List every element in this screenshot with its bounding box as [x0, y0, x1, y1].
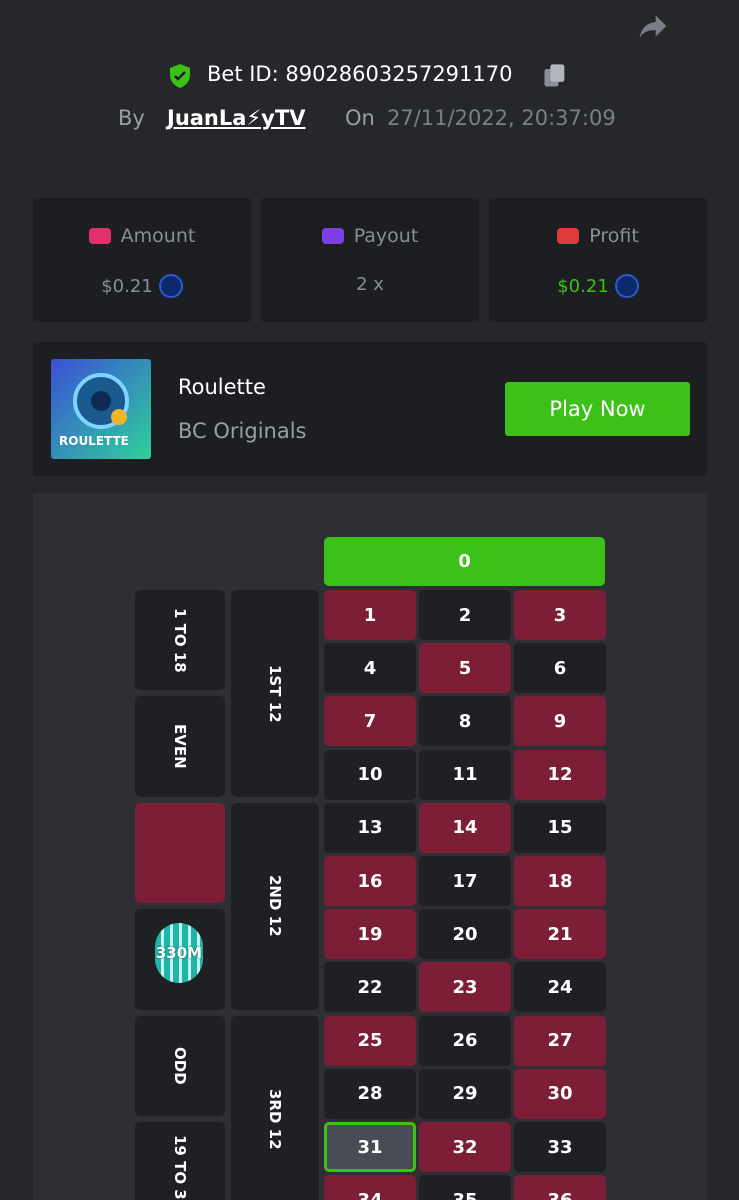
stat-label: Profit: [589, 225, 639, 247]
outside-cell[interactable]: EVEN: [135, 696, 225, 797]
game-name: Roulette: [178, 375, 266, 399]
play-button[interactable]: Play Now: [505, 382, 690, 436]
outside-cell[interactable]: 1 TO 18: [135, 590, 225, 691]
game-card: ROULETTE Roulette BC Originals Play Now: [33, 342, 707, 476]
number-cell[interactable]: 20: [419, 909, 511, 960]
number-cell[interactable]: 26: [419, 1015, 511, 1066]
number-cell[interactable]: 25: [324, 1015, 416, 1066]
stat-icon: [557, 228, 580, 244]
number-cell[interactable]: 28: [324, 1068, 416, 1119]
number-cell[interactable]: 11: [419, 749, 511, 800]
number-cell[interactable]: 10: [324, 749, 416, 800]
number-cell[interactable]: 22: [324, 962, 416, 1013]
bet-id: Bet ID: 89028603257291170: [207, 62, 513, 86]
number-cell[interactable]: 4: [324, 643, 416, 694]
stat-card: Profit $0.21: [489, 198, 707, 322]
stat-value-row: $0.21: [33, 274, 251, 298]
user-link[interactable]: JuanLa⚡yTV: [167, 106, 306, 130]
number-cell[interactable]: 21: [514, 909, 606, 960]
outside-cell[interactable]: [135, 802, 225, 904]
number-cell[interactable]: 33: [514, 1122, 606, 1172]
stat-label: Amount: [120, 225, 196, 247]
number-cell[interactable]: 36: [514, 1175, 606, 1200]
stat-icon: [88, 228, 111, 244]
stat-header: Payout: [261, 225, 479, 247]
stat-value: 2 x: [356, 274, 384, 295]
number-cell[interactable]: 13: [324, 802, 416, 853]
number-cell[interactable]: 30: [514, 1068, 606, 1119]
number-cell[interactable]: 27: [514, 1015, 606, 1066]
number-cell[interactable]: 3: [514, 590, 606, 640]
stat-value: $0.21: [557, 275, 609, 297]
stat-header: Amount: [33, 225, 251, 247]
stat-card: Payout 2 x: [261, 198, 479, 322]
number-cell[interactable]: 14: [419, 802, 511, 853]
number-cell[interactable]: 8: [419, 696, 511, 747]
number-cell[interactable]: 32: [419, 1122, 511, 1172]
number-cell[interactable]: 9: [514, 696, 606, 747]
game-thumbnail[interactable]: ROULETTE: [51, 359, 151, 459]
stat-card: Amount $0.21: [33, 198, 251, 322]
outside-cell[interactable]: 330M: [135, 909, 225, 1010]
number-cell[interactable]: 24: [514, 962, 606, 1013]
outside-cell[interactable]: 19 TO 36: [135, 1122, 225, 1200]
coin-icon: [158, 274, 183, 298]
roulette-table: 0 1 2 3 4 5 6 7 8 9 10 11 12 13 14 15 16 17 18 19 20 21 22 23 24…: [33, 493, 707, 1200]
thumbnail-label: ROULETTE: [59, 434, 129, 448]
number-cell[interactable]: 1: [324, 590, 416, 640]
wheel-icon: [73, 373, 129, 429]
number-cell[interactable]: 2: [419, 590, 511, 640]
verified-icon: [170, 64, 190, 88]
number-cell[interactable]: 18: [514, 856, 606, 906]
date: 27/11/2022, 20:37:09: [387, 106, 616, 130]
on-label: On: [345, 106, 375, 130]
number-cell[interactable]: 34: [324, 1175, 416, 1200]
stat-label: Payout: [353, 225, 419, 247]
game-provider: BC Originals: [178, 419, 307, 443]
stat-value-row: $0.21: [489, 274, 707, 298]
share-icon[interactable]: [636, 10, 670, 42]
number-cell[interactable]: 6: [514, 643, 606, 694]
stat-value: $0.21: [101, 275, 153, 297]
coin-icon: [614, 274, 639, 298]
number-cell[interactable]: 17: [419, 856, 511, 906]
number-cell[interactable]: 29: [419, 1068, 511, 1119]
copy-icon[interactable]: [541, 62, 569, 90]
number-cell[interactable]: 31: [324, 1122, 416, 1172]
number-cell[interactable]: 35: [419, 1175, 511, 1200]
stat-header: Profit: [489, 225, 707, 247]
stat-value-row: 2 x: [261, 274, 479, 295]
stat-icon: [321, 228, 344, 244]
dozen-cell[interactable]: 1ST 12: [231, 590, 319, 797]
number-cell[interactable]: 15: [514, 802, 606, 853]
dozen-cell[interactable]: 2ND 12: [231, 802, 319, 1010]
number-cell[interactable]: 7: [324, 696, 416, 747]
number-cell[interactable]: 5: [419, 643, 511, 694]
number-cell[interactable]: 16: [324, 856, 416, 906]
by-label: By: [118, 106, 145, 130]
number-cell[interactable]: 19: [324, 909, 416, 960]
dozen-cell[interactable]: 3RD 12: [231, 1015, 319, 1200]
zero-cell[interactable]: 0: [324, 537, 605, 586]
number-cell[interactable]: 12: [514, 749, 606, 800]
outside-cell[interactable]: ODD: [135, 1015, 225, 1116]
chip: 330M: [155, 923, 203, 984]
number-cell[interactable]: 23: [419, 962, 511, 1013]
